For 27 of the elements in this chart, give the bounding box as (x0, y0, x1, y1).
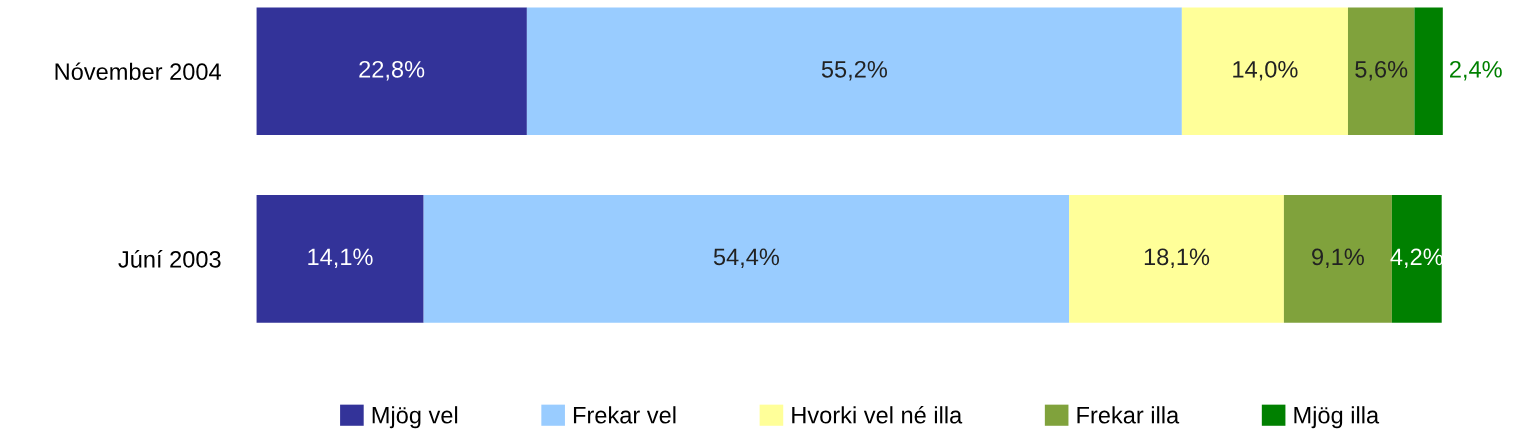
data-label: 14,0% (1233, 60, 1298, 81)
data-label: 2,4% (1450, 60, 1502, 81)
bar (1347, 7, 1415, 136)
bar (1414, 7, 1443, 136)
y-tick-label: Júní 2003 (118, 250, 221, 268)
legend-label: Frekar illa (1077, 406, 1180, 424)
data-label: 54,4% (713, 248, 780, 269)
y-tick-label: Nóvember 2004 (55, 62, 221, 81)
bar (256, 195, 424, 323)
bar (526, 7, 1182, 136)
legend-label: Hvorki vel né illa (792, 405, 963, 424)
legend-label: Mjög vel (372, 406, 458, 429)
data-label: 5,6% (1355, 60, 1408, 81)
data-label: 9,1% (1312, 248, 1364, 269)
data-label: 18,1% (1144, 248, 1210, 269)
legend-label: Frekar vel (573, 406, 676, 424)
data-label: 4,2% (1390, 248, 1443, 269)
data-label: 22,8% (359, 60, 425, 81)
bar (1283, 195, 1392, 323)
bar (1391, 195, 1442, 323)
data-label: 14,1% (308, 248, 373, 269)
legend-label: Mjög illa (1294, 406, 1380, 429)
data-label: 55,2% (821, 60, 887, 81)
bar (1069, 195, 1284, 323)
bar (1181, 7, 1348, 136)
bar (256, 7, 527, 136)
bar (423, 195, 1070, 323)
